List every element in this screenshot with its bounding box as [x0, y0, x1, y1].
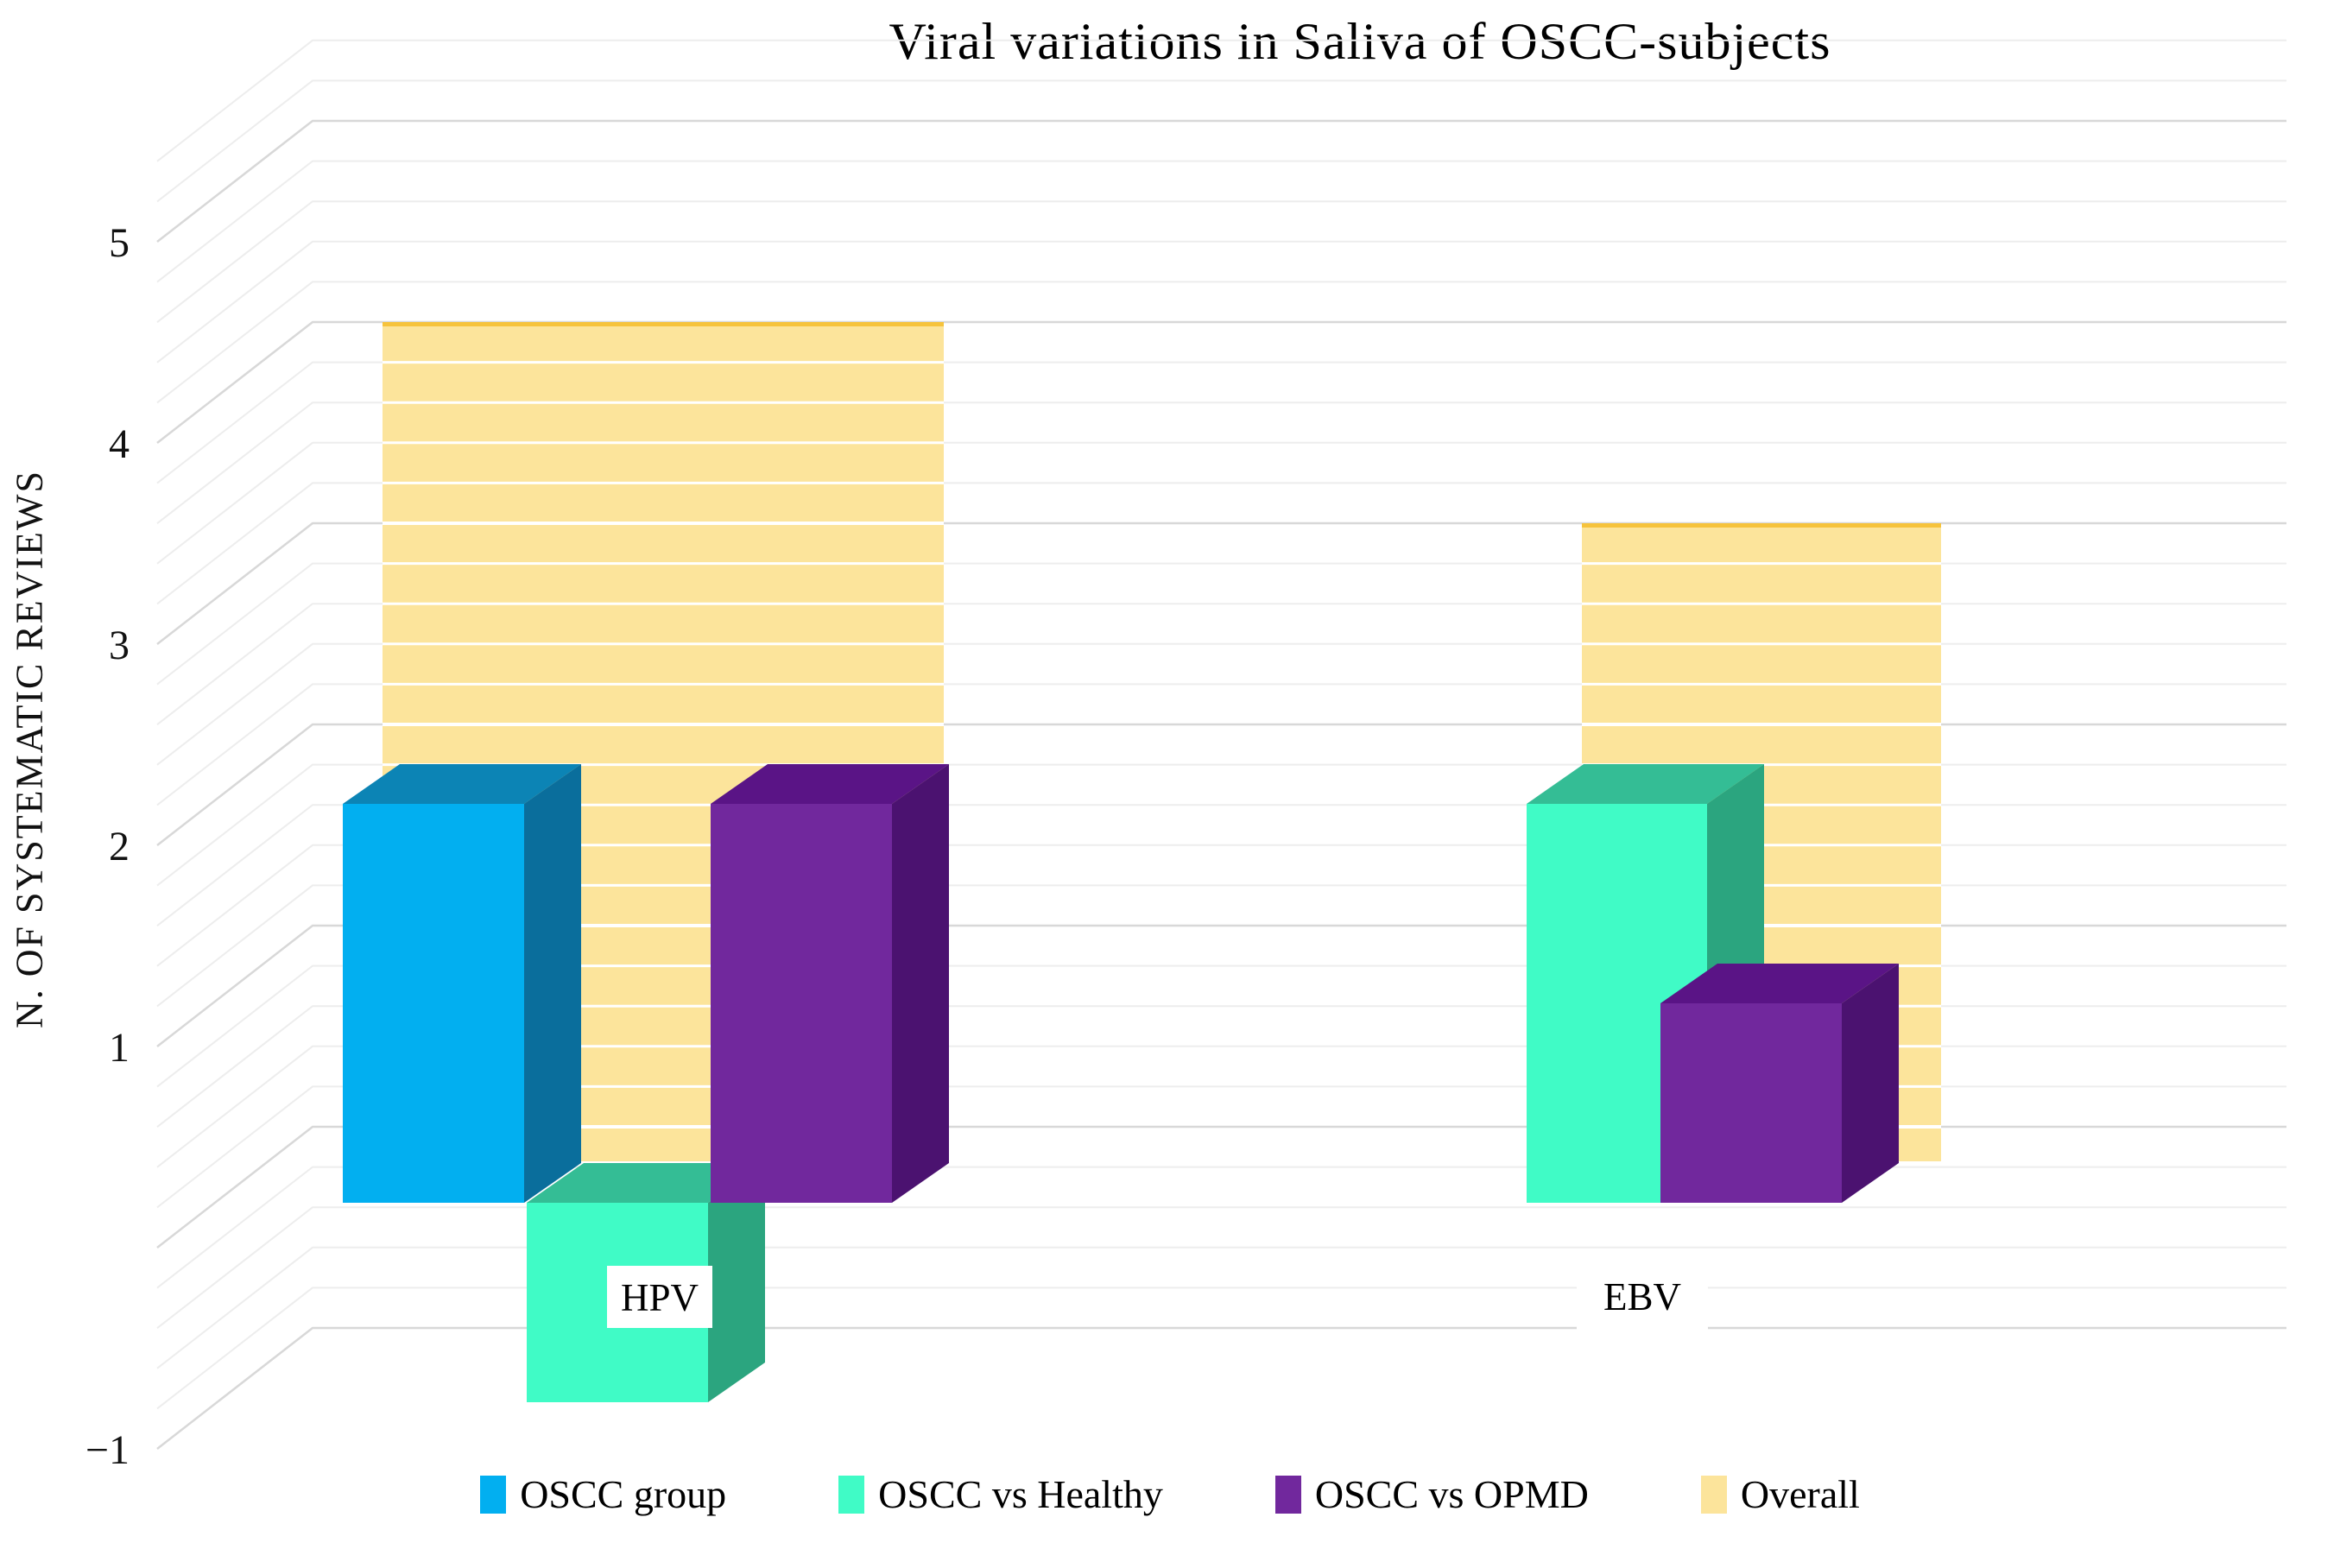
y-tick-label: 2: [109, 824, 130, 869]
y-tick-label: 5: [109, 220, 130, 266]
y-tick-label: 3: [109, 623, 130, 668]
legend-item-Overall: Overall: [1700, 1471, 1860, 1517]
svg-text:EBV: EBV: [1603, 1275, 1681, 1318]
legend-swatch: [1700, 1475, 1727, 1514]
y-tick-label: 1: [109, 1025, 130, 1071]
bar-OSCC-vs-OPMD-EBV: [1660, 964, 1899, 1203]
legend-label: OSCC vs OPMD: [1314, 1472, 1589, 1516]
legend: OSCC group OSCC vs Healthy OSCC vs OPMD Ove…: [0, 1471, 2340, 1517]
legend-label: OSCC group: [520, 1472, 727, 1516]
y-axis-tick-labels: 5 4 3 2 1 −1: [85, 220, 130, 1473]
chart-title: Viral variations in Saliva of OSCC-subje…: [889, 13, 1831, 70]
legend-item-OSCC-group: OSCC group: [480, 1471, 726, 1517]
category-label-HPV: HPV: [607, 1266, 712, 1328]
legend-swatch: [1274, 1475, 1301, 1514]
y-tick-label: −1: [85, 1427, 130, 1473]
bar-OSCC-group-HPV: [343, 764, 581, 1203]
bar-OSCC-vs-OPMD-HPV: [711, 764, 949, 1203]
legend-label: Overall: [1740, 1472, 1860, 1516]
legend-label: OSCC vs Healthy: [878, 1472, 1163, 1516]
y-tick-label: 4: [109, 421, 130, 467]
legend-item-OSCC-vs-OPMD: OSCC vs OPMD: [1274, 1471, 1589, 1517]
legend-swatch: [480, 1475, 507, 1514]
svg-text:HPV: HPV: [621, 1276, 699, 1319]
legend-swatch: [838, 1475, 865, 1514]
legend-item-OSCC-vs-Healthy: OSCC vs Healthy: [838, 1471, 1163, 1517]
category-label-EBV: EBV: [1577, 1262, 1708, 1330]
